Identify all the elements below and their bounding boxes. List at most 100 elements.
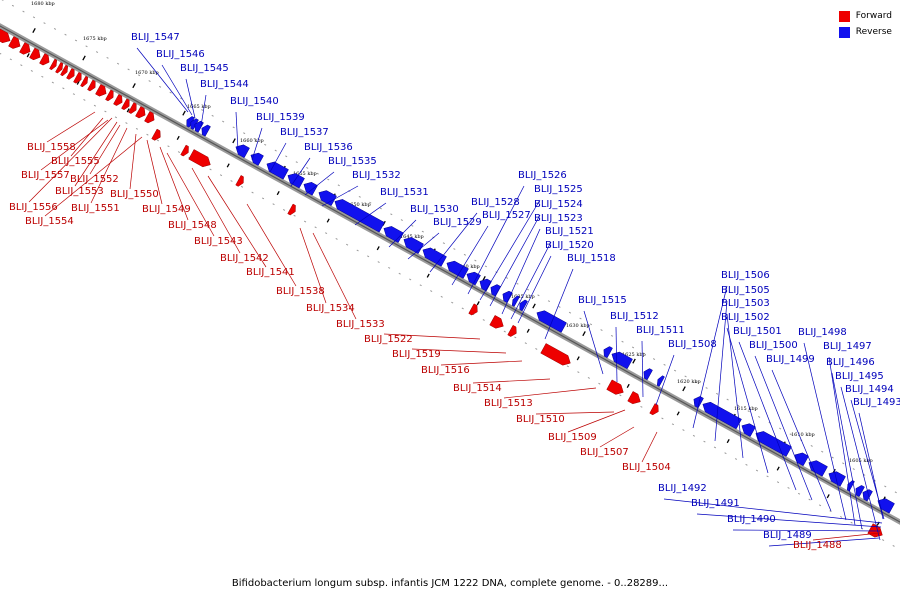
gene-label: BLIJ_1551	[71, 203, 120, 214]
ruler-tick-label: 1670 kbp	[135, 70, 159, 76]
reverse-gene-arrow	[611, 351, 633, 370]
gene-label: BLIJ_1513	[484, 398, 533, 409]
ruler-tick	[226, 163, 230, 168]
ruler-tick-label: 1660 kbp	[240, 138, 264, 144]
gene-label: BLIJ_1512	[610, 311, 659, 322]
reverse-gene-arrow	[794, 452, 809, 467]
ruler-tick	[176, 135, 180, 140]
gene-leader-line	[74, 121, 118, 187]
gene-label: BLIJ_1509	[548, 432, 597, 443]
ruler-tick	[376, 246, 380, 251]
gene-leader-line	[641, 431, 658, 463]
gene-label: BLIJ_1490	[727, 514, 776, 525]
forward-gene-arrow	[19, 42, 31, 55]
gene-leader-line	[440, 360, 523, 366]
gene-label: BLIJ_1524	[534, 199, 583, 210]
forward-gene-arrow	[489, 315, 504, 329]
ruler-tick-label: 1625 kbp	[622, 352, 646, 358]
reverse-gene-arrow	[808, 460, 828, 477]
reverse-gene-arrow	[466, 271, 481, 286]
gene-leader-line	[166, 152, 215, 237]
ruler-tick	[826, 494, 830, 499]
gene-label: BLIJ_1516	[421, 365, 470, 376]
gene-label: BLIJ_1555	[51, 156, 100, 167]
gene-label: BLIJ_1532	[352, 170, 401, 181]
gene-label: BLIJ_1540	[230, 96, 279, 107]
gene-leader-line	[655, 354, 675, 406]
forward-gene-arrow	[29, 47, 41, 61]
reverse-gene-arrow	[693, 396, 704, 409]
gene-label: BLIJ_1503	[721, 298, 770, 309]
ruler-tick-label: 1640 kbp	[456, 264, 480, 270]
gene-leader-line	[40, 119, 109, 171]
ruler-tick	[776, 466, 780, 471]
gene-leader-line	[738, 341, 797, 491]
gene-label: BLIJ_1531	[380, 187, 429, 198]
gene-label: BLIJ_1535	[328, 156, 377, 167]
gene-label: BLIJ_1552	[70, 174, 119, 185]
reverse-gene-arrow	[741, 423, 756, 437]
ruler-tick	[726, 438, 730, 444]
gene-leader-line	[479, 199, 541, 301]
forward-gene-arrow	[49, 58, 58, 71]
ruler-tick	[82, 55, 86, 61]
forward-gene-arrow	[113, 93, 123, 106]
gene-leader-line	[429, 212, 478, 273]
ruler-tick-label: 1620 kbp	[677, 379, 701, 385]
forward-gene-arrow	[188, 149, 211, 168]
ruler-tick-label: 1655 kbp	[293, 171, 317, 177]
forward-gene-arrow	[468, 303, 478, 316]
gene-label: BLIJ_1543	[194, 236, 243, 247]
gene-leader-line	[771, 369, 832, 512]
gene-leader-line	[407, 232, 440, 260]
reverse-gene-arrow	[511, 295, 520, 307]
gene-label: BLIJ_1530	[410, 204, 459, 215]
gene-leader-line	[803, 342, 847, 521]
reverse-gene-arrow	[755, 431, 792, 457]
ruler-tick-label: 1645 kbp	[400, 234, 424, 240]
forward-gene-arrow	[39, 53, 50, 66]
gene-leader-line	[70, 117, 104, 157]
reverse-gene-arrow	[403, 237, 424, 254]
ruler-tick	[126, 108, 130, 113]
ruler-tick	[576, 356, 580, 361]
forward-gene-arrow	[151, 128, 161, 141]
gene-leader-line	[544, 268, 574, 340]
reverse-gene-arrow	[201, 124, 211, 137]
gene-label: BLIJ_1533	[336, 319, 385, 330]
ruler-tick	[182, 110, 186, 116]
gene-label: BLIJ_1545	[180, 63, 229, 74]
gene-leader-line	[129, 133, 137, 190]
gene-label: BLIJ_1541	[246, 267, 295, 278]
gene-label: BLIJ_1548	[168, 220, 217, 231]
forward-gene-arrow	[128, 102, 137, 114]
ruler-tick	[426, 273, 430, 278]
gene-leader-line	[251, 127, 263, 161]
gene-label: BLIJ_1526	[518, 170, 567, 181]
gene-label: BLIJ_1547	[131, 32, 180, 43]
gene-label: BLIJ_1505	[721, 285, 770, 296]
reverse-gene-arrow	[318, 190, 337, 207]
gene-label: BLIJ_1491	[691, 498, 740, 509]
gene-leader-line	[663, 498, 883, 524]
gene-leader-line	[354, 202, 387, 226]
ruler-tick-label: 1630 kbp	[566, 323, 590, 329]
gene-leader-line	[304, 171, 335, 196]
forward-gene-arrow	[540, 343, 571, 366]
reverse-gene-arrow	[490, 284, 501, 297]
forward-gene-arrow	[144, 111, 155, 124]
ruler-tick-label: 1680 kbp	[31, 1, 55, 7]
gene-label: BLIJ_1553	[55, 186, 104, 197]
forward-gene-arrow	[8, 36, 21, 49]
gene-leader-line	[583, 310, 604, 375]
reverse-gene-arrow	[855, 485, 865, 498]
forward-gene-arrow	[235, 175, 244, 187]
forward-gene-arrow	[60, 64, 69, 77]
forward-gene-arrow	[287, 203, 296, 216]
genome-backbone-core	[0, 25, 900, 523]
forward-gene-arrow	[0, 28, 11, 44]
gene-label: BLIJ_1528	[471, 197, 520, 208]
gene-leader-line	[321, 185, 359, 207]
forward-gene-arrow	[135, 106, 146, 119]
